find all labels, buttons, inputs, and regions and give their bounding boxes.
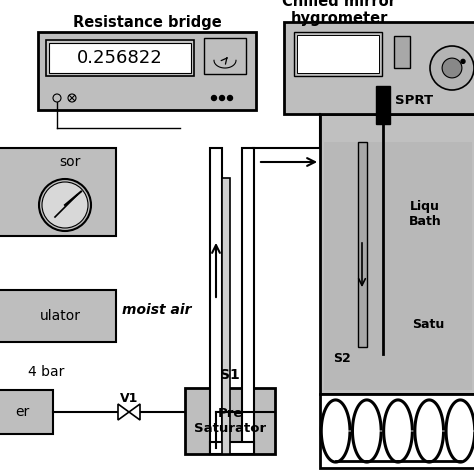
- Text: S1: S1: [220, 368, 240, 382]
- Circle shape: [228, 95, 233, 100]
- Text: ulator: ulator: [39, 309, 81, 323]
- Circle shape: [211, 95, 217, 100]
- Bar: [210, 442, 254, 454]
- Bar: [210, 148, 222, 454]
- Bar: [324, 142, 472, 390]
- Text: 4 bar: 4 bar: [28, 365, 64, 379]
- Circle shape: [39, 179, 91, 231]
- Text: Chilled mirror
hygrometer: Chilled mirror hygrometer: [282, 0, 396, 26]
- Bar: [38, 32, 256, 110]
- Bar: [394, 36, 410, 68]
- Circle shape: [42, 182, 88, 228]
- Bar: [0, 148, 116, 236]
- Bar: [284, 22, 474, 114]
- Circle shape: [53, 94, 61, 102]
- Bar: [320, 114, 474, 394]
- Bar: [46, 40, 194, 76]
- Bar: [294, 32, 382, 76]
- Circle shape: [461, 59, 465, 64]
- Bar: [320, 394, 474, 468]
- Text: Pre
Saturator: Pre Saturator: [194, 407, 266, 435]
- Circle shape: [442, 58, 462, 78]
- Polygon shape: [129, 404, 140, 420]
- Polygon shape: [118, 404, 129, 420]
- Bar: [49, 43, 191, 73]
- Text: Liqu
Bath: Liqu Bath: [409, 200, 441, 228]
- Text: 0.256822: 0.256822: [77, 49, 163, 67]
- Bar: [242, 148, 254, 454]
- Circle shape: [430, 46, 474, 90]
- Bar: [358, 142, 367, 347]
- Bar: [185, 388, 275, 454]
- Circle shape: [68, 94, 76, 102]
- Text: SPRT: SPRT: [395, 93, 433, 107]
- Bar: [204, 38, 246, 74]
- Bar: [222, 178, 230, 454]
- Text: er: er: [15, 405, 29, 419]
- Bar: [0, 290, 116, 342]
- Text: moist air: moist air: [122, 303, 192, 317]
- Circle shape: [219, 95, 225, 100]
- Text: sor: sor: [59, 155, 81, 169]
- Text: Satu: Satu: [412, 318, 444, 330]
- Bar: [297, 35, 379, 73]
- Bar: [0, 390, 53, 434]
- Text: S2: S2: [333, 352, 351, 365]
- Text: Resistance bridge: Resistance bridge: [73, 15, 221, 29]
- Bar: [376, 86, 390, 124]
- Text: V1: V1: [120, 392, 138, 405]
